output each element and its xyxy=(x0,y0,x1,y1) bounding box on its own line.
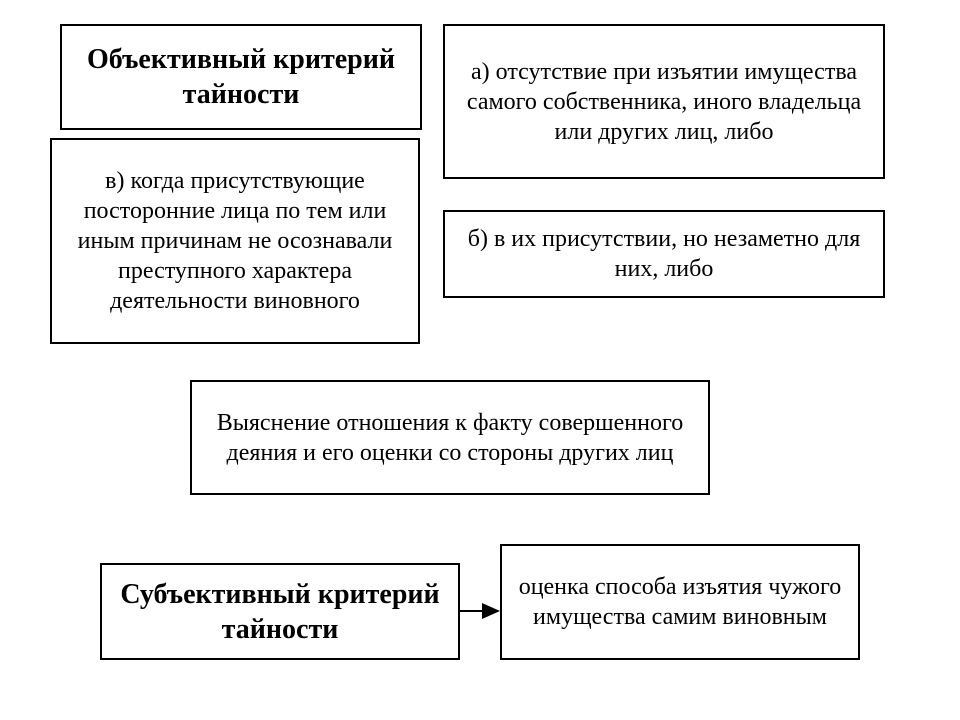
arrow-subjective-to-evaluation xyxy=(0,0,960,720)
